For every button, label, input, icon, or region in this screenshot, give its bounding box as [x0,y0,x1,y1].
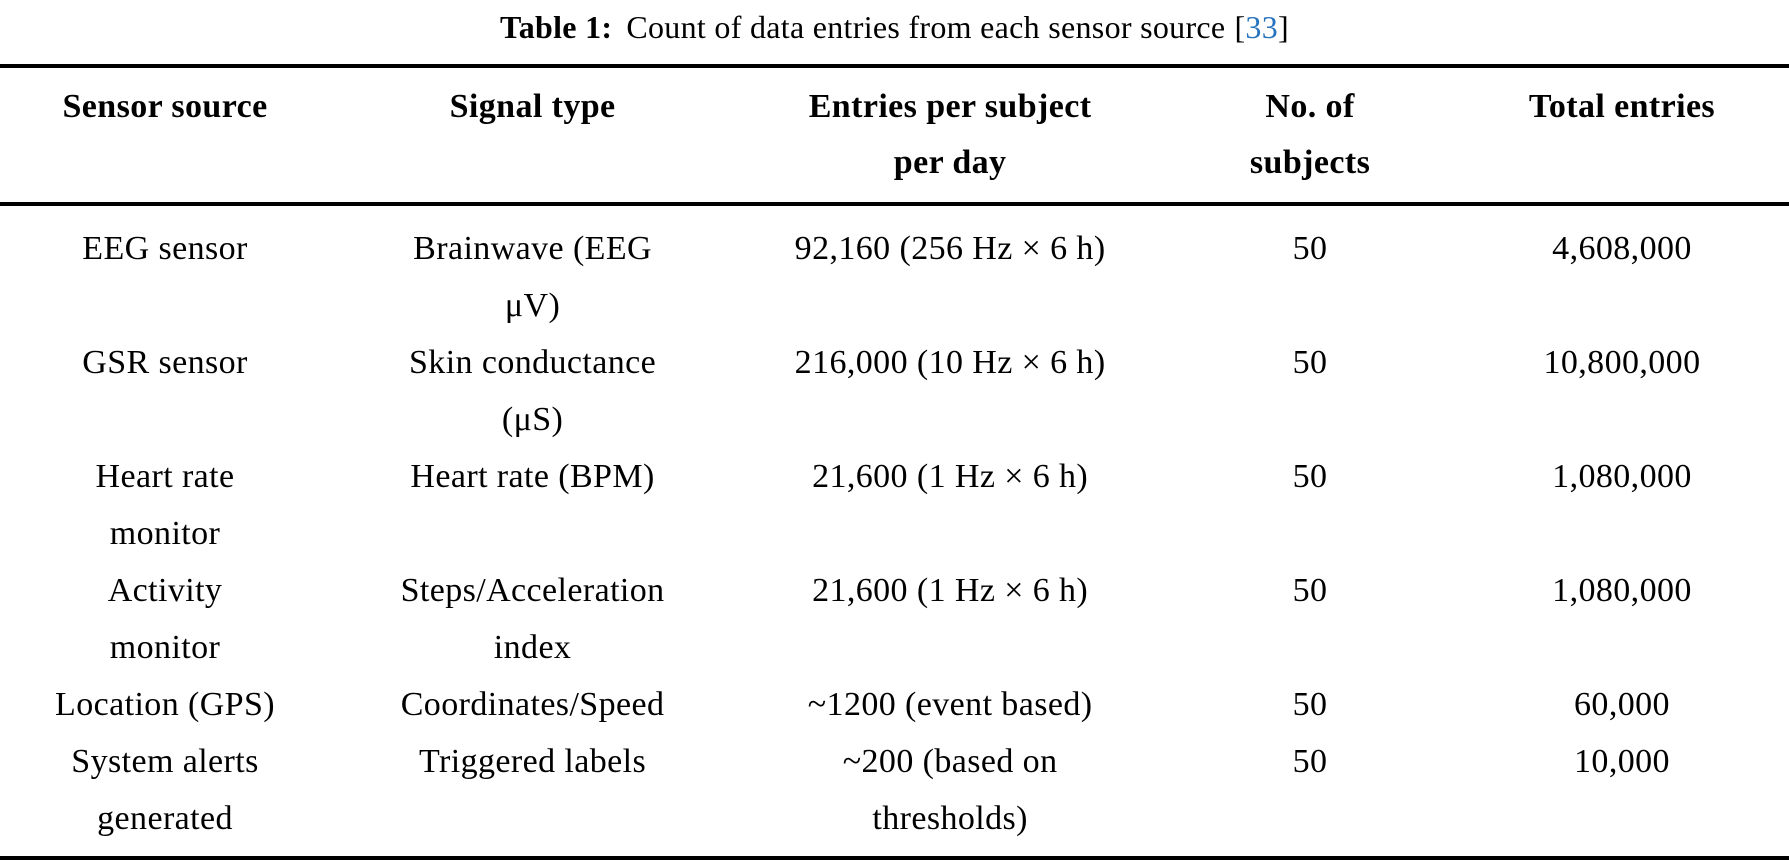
cell-no-of-subjects: 50 [1292,686,1328,723]
citation-close-bracket: ] [1278,9,1289,45]
cell-sensor-source: System alerts generated [71,743,259,837]
header-row: Sensor source Signal type Entries per su… [0,66,1789,206]
cell-no-of-subjects: 50 [1292,458,1328,495]
table-caption: Table 1: Count of data entries from each … [0,0,1789,64]
sensor-data-table: Sensor source Signal type Entries per su… [0,64,1789,860]
cell-sensor-source: Activity monitor [107,572,223,666]
cell-signal-type: Skin conductance (μS) [408,344,657,438]
header-cell-total-entries: Total entries [1454,66,1789,206]
cell-total-entries: 4,608,000 [1552,230,1692,267]
table-row-heart-rate-monitor: Heart rate monitor Heart rate (BPM) 21,6… [0,448,1789,562]
cell-entries-per-subject: 92,160 (256 Hz × 6 h) [794,230,1106,267]
cell-no-of-subjects: 50 [1292,572,1328,609]
cell-no-of-subjects: 50 [1292,230,1328,267]
cell-entries-per-subject: 21,600 (1 Hz × 6 h) [812,458,1089,495]
header-cell-no-of-subjects: No. of subjects [1165,66,1455,206]
cell-entries-per-subject: ~1200 (event based) [807,686,1093,723]
cell-sensor-source: EEG sensor [82,230,248,267]
citation-open-bracket: [ [1234,9,1246,45]
cell-sensor-source: Heart rate monitor [95,458,235,552]
cell-no-of-subjects: 50 [1292,743,1328,780]
cell-total-entries: 60,000 [1574,686,1670,723]
cell-entries-per-subject: 21,600 (1 Hz × 6 h) [812,572,1089,609]
citation-link[interactable]: 33 [1245,9,1279,45]
table-row-activity-monitor: Activity monitor Steps/Acceleration inde… [0,562,1789,676]
cell-signal-type: Steps/Acceleration index [400,572,665,666]
table-caption-label: Table 1: [500,9,613,45]
cell-sensor-source: GSR sensor [82,344,248,381]
cell-entries-per-subject: 216,000 (10 Hz × 6 h) [794,344,1106,381]
cell-total-entries: 1,080,000 [1552,572,1692,609]
cell-total-entries: 10,000 [1574,743,1670,780]
header-cell-entries-per-subject: Entries per subject per day [735,66,1166,206]
header-cell-sensor-source: Sensor source [0,66,331,206]
cell-total-entries: 1,080,000 [1552,458,1692,495]
table-row-eeg-sensor: EEG sensor Brainwave (EEG μV) 92,160 (25… [0,204,1789,334]
cell-sensor-source: Location (GPS) [55,686,276,723]
citation-group: [33] [1234,9,1289,45]
cell-signal-type: Coordinates/Speed [400,686,665,723]
cell-no-of-subjects: 50 [1292,344,1328,381]
table-row-gsr-sensor: GSR sensor Skin conductance (μS) 216,000… [0,334,1789,448]
cell-signal-type: Triggered labels [419,743,647,780]
header-cell-signal-type: Signal type [330,66,736,206]
cell-signal-type: Heart rate (BPM) [410,458,655,495]
cell-signal-type: Brainwave (EEG μV) [413,230,652,324]
cell-entries-per-subject: ~200 (based on thresholds) [842,743,1058,837]
table-row-system-alerts: System alerts generated Triggered labels… [0,733,1789,859]
cell-total-entries: 10,800,000 [1543,344,1701,381]
table-row-location-gps: Location (GPS) Coordinates/Speed ~1200 (… [0,676,1789,733]
table-caption-text: Count of data entries from each sensor s… [626,9,1226,45]
